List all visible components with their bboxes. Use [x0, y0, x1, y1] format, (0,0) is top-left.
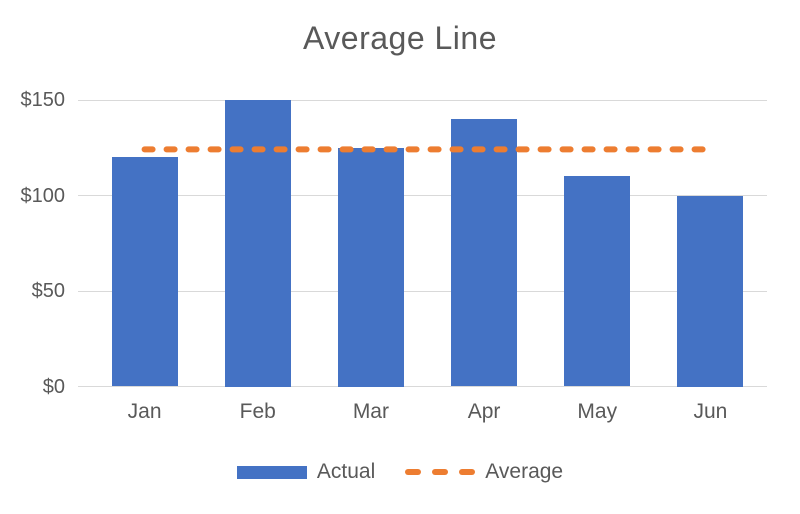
x-axis-tick-label-jun: Jun	[693, 400, 728, 423]
y-axis-tick-label: $0	[42, 375, 65, 398]
x-axis-tick-label-may: May	[577, 400, 618, 423]
gridline-100	[78, 195, 767, 196]
bar-may	[564, 176, 631, 387]
bar-feb	[224, 100, 291, 387]
chart-title: Average Line	[303, 20, 497, 56]
legend-label-actual: Actual	[316, 460, 376, 483]
gridline-50	[78, 290, 767, 292]
y-axis-tick-label: $50	[31, 280, 65, 302]
x-axis-tick-label-mar: Mar	[352, 400, 389, 423]
gridline-150	[78, 99, 767, 101]
y-axis-tick-label: $100	[20, 184, 66, 207]
gridline-0	[78, 386, 767, 387]
x-axis-tick-label-jan: Jan	[127, 400, 162, 423]
legend-swatch-actual-icon	[236, 465, 307, 479]
x-axis-tick-label-feb: Feb	[239, 400, 276, 423]
bar-apr	[451, 119, 518, 387]
bar-mar	[337, 147, 404, 387]
legend-label-average: Average	[485, 460, 564, 483]
bar-jan	[111, 157, 178, 387]
legend-dash-average-icon	[405, 469, 476, 475]
x-axis-tick-label-apr: Apr	[467, 400, 501, 423]
y-axis-tick-label: $150	[20, 89, 66, 111]
chart-legend: Actual Average	[0, 460, 800, 484]
bar-jun	[677, 195, 744, 387]
